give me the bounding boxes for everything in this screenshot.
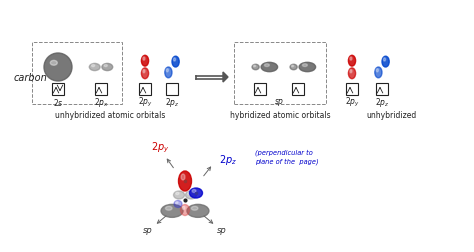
Polygon shape bbox=[223, 73, 228, 83]
Text: $2p_x$: $2p_x$ bbox=[93, 95, 109, 108]
Bar bbox=[166, 84, 178, 96]
Text: hybridized atomic orbitals: hybridized atomic orbitals bbox=[230, 110, 330, 119]
Ellipse shape bbox=[350, 70, 352, 74]
Ellipse shape bbox=[382, 57, 389, 68]
Ellipse shape bbox=[348, 69, 356, 79]
Text: carbon: carbon bbox=[14, 73, 48, 83]
Ellipse shape bbox=[292, 66, 293, 68]
Ellipse shape bbox=[290, 65, 297, 71]
Ellipse shape bbox=[188, 193, 191, 195]
Ellipse shape bbox=[172, 57, 179, 68]
Ellipse shape bbox=[143, 70, 145, 74]
Ellipse shape bbox=[181, 174, 185, 180]
Ellipse shape bbox=[166, 69, 168, 73]
Ellipse shape bbox=[348, 56, 356, 67]
Bar bbox=[95, 84, 107, 96]
Ellipse shape bbox=[261, 63, 278, 72]
Bar bbox=[139, 84, 151, 96]
Ellipse shape bbox=[350, 58, 352, 61]
Text: unhybridized: unhybridized bbox=[367, 110, 417, 119]
Ellipse shape bbox=[141, 69, 149, 79]
Bar bbox=[32, 43, 122, 105]
Ellipse shape bbox=[174, 201, 182, 208]
Text: unhybridized atomic orbitals: unhybridized atomic orbitals bbox=[55, 110, 165, 119]
Ellipse shape bbox=[383, 58, 386, 62]
Ellipse shape bbox=[175, 202, 178, 204]
Bar bbox=[234, 43, 326, 105]
Ellipse shape bbox=[179, 171, 191, 191]
Ellipse shape bbox=[191, 206, 198, 210]
Ellipse shape bbox=[192, 190, 196, 193]
Ellipse shape bbox=[181, 205, 190, 216]
Text: $2p_y$: $2p_y$ bbox=[137, 95, 153, 108]
Text: sp: sp bbox=[143, 225, 153, 234]
Text: $2p_z$: $2p_z$ bbox=[219, 152, 237, 166]
Bar bbox=[52, 84, 64, 96]
Text: $2p_z$: $2p_z$ bbox=[374, 95, 389, 108]
Ellipse shape bbox=[173, 191, 184, 199]
Text: $2p_y$: $2p_y$ bbox=[345, 95, 359, 108]
Ellipse shape bbox=[104, 65, 107, 67]
Ellipse shape bbox=[176, 193, 179, 195]
Ellipse shape bbox=[102, 64, 113, 71]
Bar bbox=[292, 84, 304, 96]
Ellipse shape bbox=[89, 64, 100, 71]
Text: (perpendicular to
plane of the  page): (perpendicular to plane of the page) bbox=[255, 149, 319, 164]
Ellipse shape bbox=[187, 205, 209, 217]
Ellipse shape bbox=[299, 63, 316, 72]
Ellipse shape bbox=[376, 69, 378, 73]
Ellipse shape bbox=[173, 58, 175, 62]
Text: $sp$: $sp$ bbox=[274, 96, 284, 107]
Ellipse shape bbox=[141, 56, 149, 67]
Ellipse shape bbox=[182, 206, 185, 210]
Ellipse shape bbox=[190, 188, 202, 198]
Ellipse shape bbox=[44, 54, 72, 82]
Ellipse shape bbox=[375, 68, 382, 78]
Ellipse shape bbox=[143, 58, 145, 61]
Ellipse shape bbox=[165, 206, 172, 210]
Ellipse shape bbox=[50, 61, 57, 66]
Ellipse shape bbox=[161, 205, 183, 217]
Text: $2s$: $2s$ bbox=[53, 96, 64, 107]
Text: sp: sp bbox=[217, 225, 227, 234]
Ellipse shape bbox=[91, 65, 95, 67]
Ellipse shape bbox=[252, 65, 259, 71]
Ellipse shape bbox=[302, 65, 307, 67]
Bar bbox=[346, 84, 358, 96]
Ellipse shape bbox=[185, 191, 197, 199]
Bar bbox=[376, 84, 388, 96]
Ellipse shape bbox=[254, 66, 255, 68]
Text: $2p_z$: $2p_z$ bbox=[164, 95, 179, 108]
Bar bbox=[254, 84, 266, 96]
Ellipse shape bbox=[264, 65, 269, 67]
Ellipse shape bbox=[165, 68, 172, 78]
Text: $2p_y$: $2p_y$ bbox=[151, 140, 169, 154]
